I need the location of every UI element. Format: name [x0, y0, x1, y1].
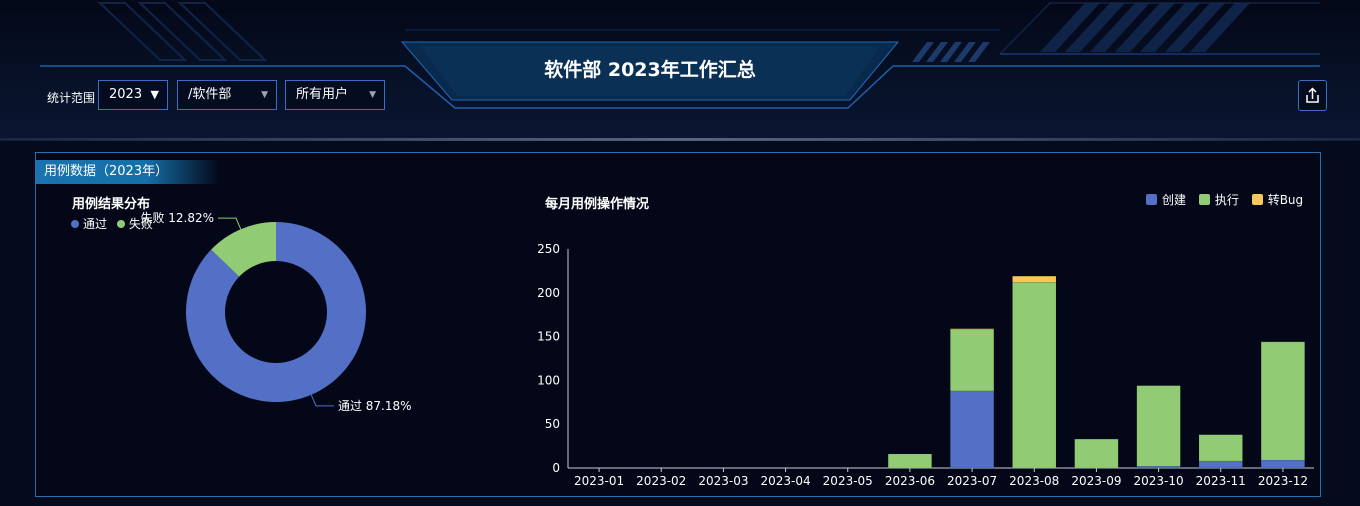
pie-slice-pass[interactable] [186, 222, 367, 402]
bar-legend: 创建 执行 转Bug [1146, 191, 1312, 208]
year-select[interactable]: 2023 ▼ [98, 80, 168, 110]
x-tick-label: 2023-01 [574, 474, 624, 488]
chevron-down-icon: ▼ [261, 90, 268, 100]
legend-item-pass[interactable]: 通过 [71, 215, 107, 232]
y-tick-label: 0 [552, 461, 560, 475]
chevron-down-icon: ▼ [369, 90, 376, 100]
legend-marker-pass [71, 219, 79, 228]
bar-chart: 0 50 100 150 200 250 2023-01 2023-02 2023-03 2023… [537, 242, 1314, 488]
panel-title: 用例数据（2023年） [36, 160, 220, 184]
chevron-down-icon: ▼ [150, 88, 159, 101]
bar-create-2023-12[interactable] [1260, 459, 1305, 469]
x-tick-label: 2023-02 [636, 474, 686, 488]
department-select-value: /软件部 [188, 87, 232, 102]
legend-label-create: 创建 [1162, 193, 1187, 207]
bar-execute-2023-11[interactable] [1198, 434, 1243, 462]
legend-marker-fail [116, 219, 125, 228]
x-tick-label: 2023-07 [947, 474, 997, 488]
x-tick-label: 2023-05 [823, 474, 873, 488]
bar-chart-title: 每月用例操作情况 [545, 197, 650, 212]
legend-item-execute[interactable]: 执行 [1198, 191, 1239, 208]
x-tick-label: 2023-10 [1134, 474, 1184, 488]
legend-item-create[interactable]: 创建 [1146, 191, 1186, 208]
export-button[interactable] [1298, 80, 1327, 111]
bar-execute-2023-08[interactable] [1012, 282, 1057, 469]
page-title: 软件部 2023年工作汇总 [544, 59, 756, 81]
bar-bug-2023-08[interactable] [1012, 275, 1057, 283]
y-tick-label: 150 [537, 330, 560, 344]
legend-marker-bug [1251, 194, 1263, 205]
x-tick-label: 2023-12 [1258, 474, 1308, 488]
pie-leader-line [310, 394, 334, 407]
x-tick-label: 2023-04 [761, 474, 811, 488]
testcase-panel: 用例数据（2023年） 用例结果分布 通过 失败 通过 87.18% 失败 12.… [35, 152, 1321, 497]
bar-execute-2023-09[interactable] [1074, 438, 1119, 469]
pie-leader-line [218, 217, 242, 230]
user-select[interactable]: 所有用户 ▼ [285, 80, 385, 110]
pie-chart: 通过 87.18% 失败 12.82% [140, 210, 412, 413]
bar-create-2023-11[interactable] [1198, 460, 1243, 469]
bar-create-2023-10[interactable] [1136, 465, 1181, 469]
bar-create-2023-07[interactable] [950, 390, 995, 469]
year-select-value: 2023 [109, 87, 143, 102]
pie-slice-label: 通过 87.18% [338, 399, 412, 413]
legend-label-bug: 转Bug [1267, 193, 1304, 207]
y-tick-label: 200 [537, 286, 560, 300]
bar-execute-2023-07[interactable] [950, 329, 995, 392]
bar-bug-2023-07[interactable] [950, 328, 995, 330]
pie-legend: 通过 失败 [71, 215, 159, 232]
header: 软件部 2023年工作汇总 统计范围 2023 ▼ /软件部 ▼ 所有用户 ▼ [0, 0, 1360, 141]
legend-label-fail: 失败 [128, 217, 153, 231]
pie-slice-fail[interactable] [211, 222, 276, 277]
legend-marker-execute [1198, 194, 1210, 205]
x-tick-label: 2023-08 [1009, 474, 1059, 488]
x-tick-label: 2023-06 [885, 474, 935, 488]
legend-item-bug[interactable]: 转Bug [1251, 191, 1304, 208]
y-tick-label: 250 [537, 242, 560, 256]
x-tick-label: 2023-09 [1071, 474, 1121, 488]
pie-slice-label: 失败 12.82% [140, 210, 214, 225]
department-select[interactable]: /软件部 ▼ [177, 80, 277, 110]
header-divider [0, 138, 1360, 141]
user-select-value: 所有用户 [296, 87, 349, 102]
legend-label-pass: 通过 [83, 217, 108, 231]
x-tick-label: 2023-11 [1196, 474, 1246, 488]
header-decoration [40, 1, 1320, 109]
legend-marker-create [1146, 194, 1157, 205]
y-tick-label: 100 [537, 373, 560, 387]
pie-chart-title: 用例结果分布 [72, 197, 151, 212]
bar-execute-2023-06[interactable] [887, 453, 932, 469]
filter-label: 统计范围 [47, 91, 96, 105]
bar-execute-2023-12[interactable] [1260, 341, 1305, 461]
bar-execute-2023-10[interactable] [1136, 385, 1181, 467]
share-icon [1306, 87, 1319, 103]
legend-label-execute: 执行 [1214, 193, 1239, 207]
x-tick-label: 2023-03 [698, 474, 748, 488]
legend-item-fail[interactable]: 失败 [116, 215, 153, 232]
y-tick-label: 50 [545, 417, 560, 431]
